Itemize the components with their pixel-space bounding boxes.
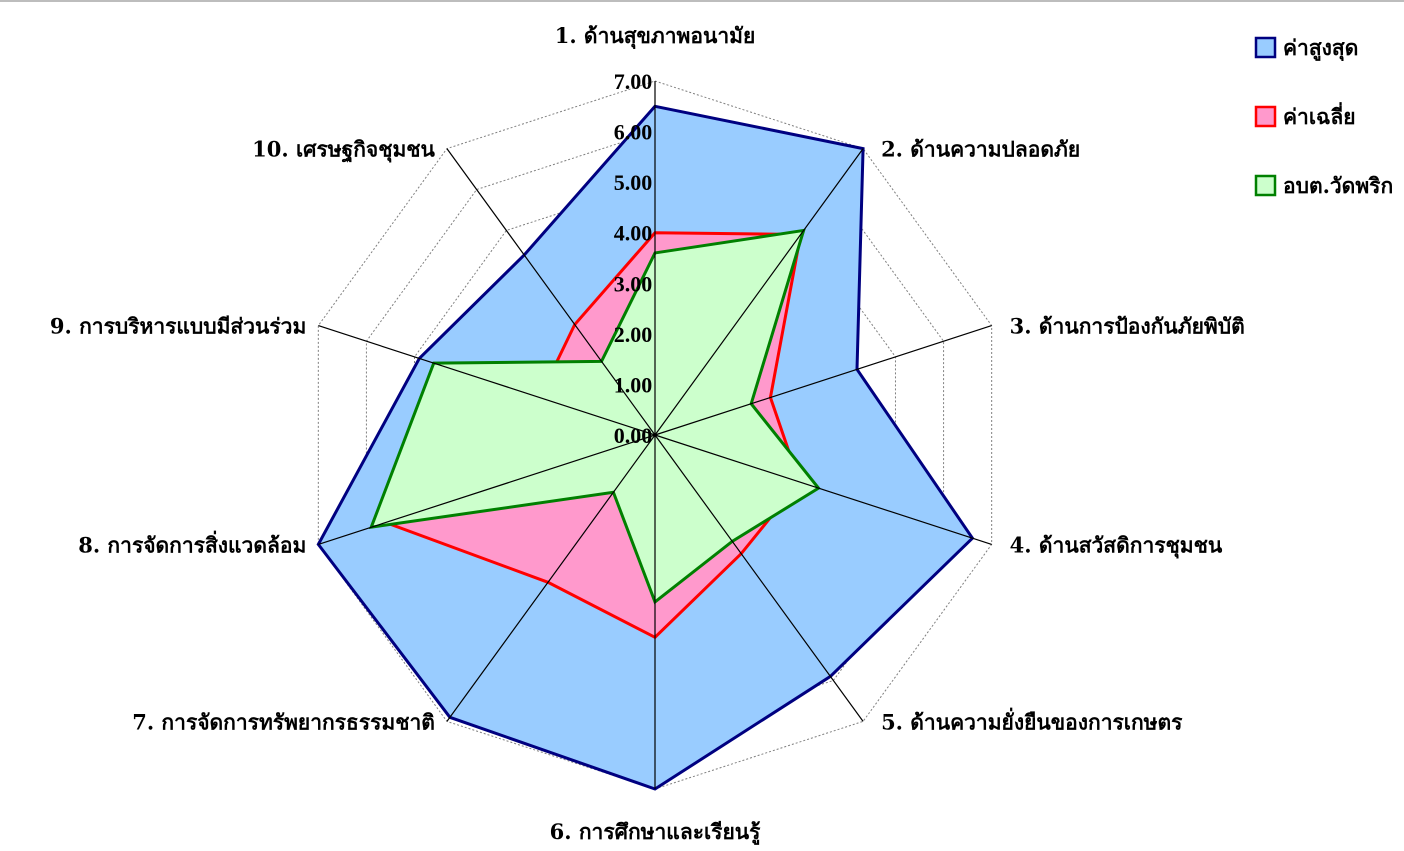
spoke-2 [654, 148, 864, 436]
spoke-10 [446, 148, 656, 436]
tick-label-2.00: 2.00 [614, 322, 653, 347]
category-label-4: 4. ด้านสวัสดิการชุมชน [1010, 532, 1223, 559]
tick-label-5.00: 5.00 [614, 170, 653, 195]
tick-layer: 0.00 1.00 2.00 3.00 4.00 5.00 6.00 7.00 [614, 69, 653, 448]
category-label-layer: 1. ด้านสุขภาพอนามัย 2. ด้านความปลอดภัย 3. … [50, 23, 1245, 846]
category-label-6: 6. การศึกษาและเรียนรู้ [550, 819, 762, 846]
spoke-7 [446, 434, 656, 722]
tick-label-6.00: 6.00 [614, 120, 653, 145]
tick-label-7.00: 7.00 [614, 69, 653, 94]
spoke-layer [318, 81, 992, 789]
tick-label-1.00: 1.00 [614, 372, 653, 397]
category-label-10: 10. เศรษฐกิจชุมชน [252, 137, 435, 164]
category-label-3: 3. ด้านการป้องกันภัยพิบัติ [1010, 314, 1245, 339]
top-border [0, 0, 1404, 2]
category-label-7: 7. การจัดการทรัพยากรธรรมชาติ [132, 709, 435, 734]
spoke-8 [318, 434, 656, 545]
tick-label-0.00: 0.00 [614, 423, 653, 448]
category-label-1: 1. ด้านสุขภาพอนามัย [555, 23, 756, 50]
tick-label-3.00: 3.00 [614, 271, 653, 296]
legend-label-2: ค่าเฉลี่ย [1283, 101, 1356, 129]
tick-label-4.00: 4.00 [614, 221, 653, 246]
legend-label-1: ค่าสูงสุด [1283, 35, 1358, 62]
spoke-5 [654, 434, 864, 722]
spoke-9 [318, 325, 656, 436]
spoke-3 [654, 325, 992, 436]
spoke-4 [654, 434, 992, 545]
category-label-9: 9. การบริหารแบบมีส่วนร่วม [50, 314, 306, 339]
category-label-2: 2. ด้านความปลอดภัย [881, 137, 1080, 162]
legend-swatch-1 [1254, 36, 1277, 59]
legend-label-3: อบต.วัดพริก [1283, 173, 1393, 198]
legend-swatch-2 [1254, 105, 1277, 128]
category-label-8: 8. การจัดการสิ่งแวดล้อม [78, 529, 306, 557]
legend-swatch-3 [1254, 174, 1277, 197]
category-label-5: 5. ด้านความยั่งยืนของการเกษตร [881, 706, 1183, 734]
